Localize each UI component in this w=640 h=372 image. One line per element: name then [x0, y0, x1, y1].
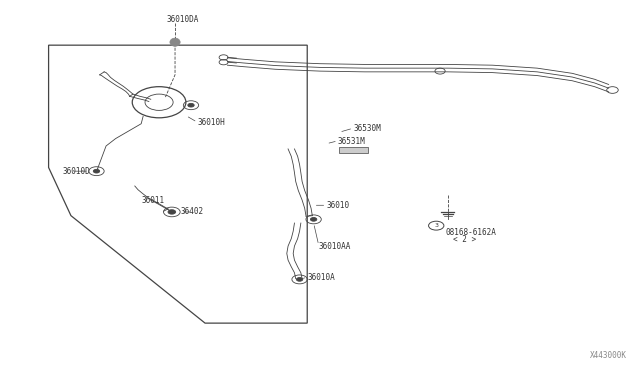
- Circle shape: [168, 210, 175, 214]
- Text: 36402: 36402: [180, 208, 204, 217]
- Circle shape: [188, 103, 194, 107]
- Text: 08168-6162A: 08168-6162A: [445, 228, 496, 237]
- Text: 36010: 36010: [326, 201, 349, 210]
- FancyBboxPatch shape: [339, 147, 368, 153]
- Text: 36010D: 36010D: [63, 167, 90, 176]
- Ellipse shape: [170, 38, 180, 46]
- Circle shape: [93, 169, 100, 173]
- Text: 36011: 36011: [141, 196, 164, 205]
- Text: 36010AA: 36010AA: [319, 241, 351, 250]
- Text: 36010A: 36010A: [307, 273, 335, 282]
- Text: X443000K: X443000K: [589, 351, 627, 360]
- Text: 36531M: 36531M: [338, 137, 365, 147]
- Text: 36010H: 36010H: [197, 118, 225, 127]
- Circle shape: [310, 218, 317, 221]
- Text: < 2 >: < 2 >: [453, 235, 476, 244]
- Text: 36010DA: 36010DA: [166, 15, 199, 24]
- Text: 36530M: 36530M: [353, 124, 381, 133]
- Text: 3: 3: [434, 223, 438, 228]
- Circle shape: [296, 278, 303, 281]
